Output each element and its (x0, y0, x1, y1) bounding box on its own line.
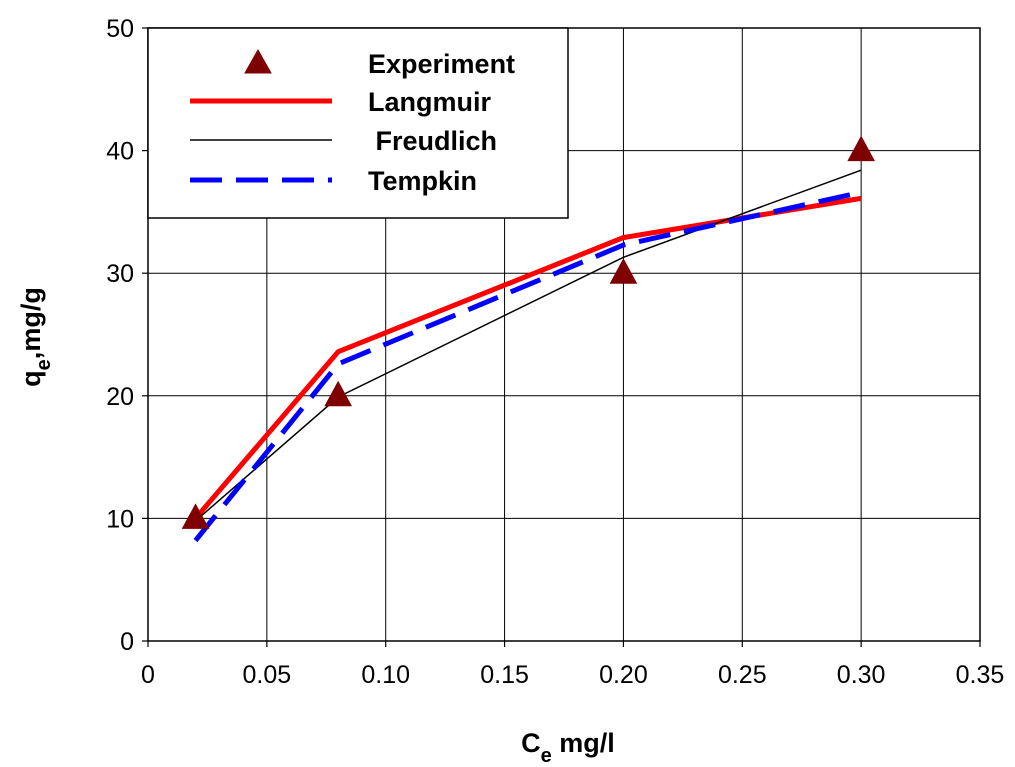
y-axis-title-main: q (16, 370, 46, 387)
x-tick-label: 0.05 (243, 661, 292, 689)
x-axis-title-main: C (521, 728, 541, 758)
y-axis-title: qe,mg/g (16, 287, 55, 387)
y-tick-label: 10 (106, 505, 134, 533)
y-tick-label: 30 (106, 260, 134, 288)
data-point-experiment (847, 135, 875, 162)
x-tick-label: 0.10 (361, 661, 410, 689)
data-point-experiment (324, 380, 353, 407)
legend-label-langmuir: Langmuir (368, 87, 491, 117)
data-point-experiment (609, 258, 638, 284)
legend-swatch-experiment (244, 48, 272, 74)
x-tick-label: 0.30 (837, 661, 886, 689)
y-tick-label: 0 (120, 628, 134, 656)
series-layer (181, 135, 875, 543)
legend-box (147, 27, 569, 219)
legend: Experiment Langmuir Freudlich Tempkin (147, 27, 569, 219)
y-tick-label: 50 (106, 15, 134, 43)
data-point-experiment (181, 503, 210, 529)
x-axis-title-rest: mg/l (552, 728, 615, 758)
x-tick-label: 0 (141, 661, 155, 689)
legend-label-tempkin: Tempkin (368, 166, 477, 196)
x-axis-title-sub: e (541, 745, 552, 767)
series-line-langmuir (193, 195, 862, 521)
legend-label-freudlich: Freudlich (368, 126, 497, 156)
y-tick-label: 20 (106, 383, 134, 411)
y-tick-label: 40 (106, 138, 134, 166)
y-axis-title-rest: ,mg/g (16, 287, 46, 359)
x-axis-title: Ce mg/l (521, 728, 615, 767)
series-line-freudlich (195, 169, 862, 522)
series-line-tempkin (193, 189, 862, 543)
y-axis-title-sub: e (33, 359, 55, 370)
legend-label-experiment: Experiment (368, 49, 515, 79)
tick-labels: 0 0.05 0.10 0.15 0.20 0.25 0.30 0.35 0 10 20 30 40 50 (106, 15, 1004, 689)
x-tick-label: 0.25 (718, 661, 767, 689)
x-tick-label: 0.20 (599, 661, 648, 689)
x-tick-label: 0.35 (956, 661, 1005, 689)
x-tick-label: 0.15 (480, 661, 529, 689)
